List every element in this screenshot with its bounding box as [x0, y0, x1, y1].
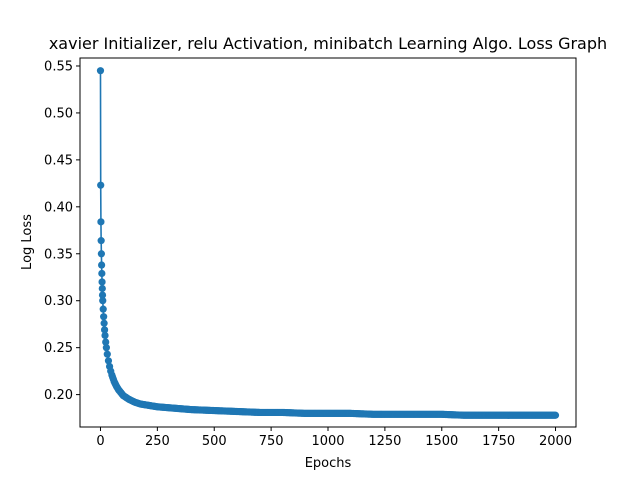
x-tick-label: 1750 [482, 434, 515, 449]
x-axis: 0 250 500 750 1000 1250 1500 1750 2000 [96, 427, 572, 449]
x-tick-label: 750 [259, 434, 284, 449]
x-tick-label: 1000 [311, 434, 344, 449]
loss-point [98, 284, 106, 293]
y-tick-label: 0.45 [44, 153, 73, 168]
x-tick-label: 2000 [539, 434, 572, 449]
loss-point [102, 338, 110, 346]
loss-point [101, 331, 109, 340]
loss-point [99, 305, 107, 313]
y-axis: 0.20 0.25 0.30 0.35 0.40 0.45 0.50 0.55 [44, 59, 80, 403]
loss-point [98, 291, 107, 299]
loss-point [98, 278, 106, 286]
x-axis-title: Epochs [305, 456, 352, 471]
y-axis-title: Log Loss [20, 214, 35, 270]
y-tick-label: 0.20 [44, 388, 73, 403]
loss-point [100, 313, 108, 321]
loss-point [97, 218, 105, 226]
x-tick-label: 1500 [425, 434, 458, 449]
loss-point [102, 344, 110, 352]
loss-point [104, 357, 113, 365]
y-tick-label: 0.35 [44, 247, 73, 262]
loss-point [98, 269, 106, 278]
chart-title: xavier Initializer, relu Activation, min… [49, 34, 607, 53]
x-tick-label: 250 [145, 434, 170, 449]
loss-point [100, 319, 108, 327]
loss-point [103, 350, 111, 358]
y-tick-label: 0.30 [44, 294, 73, 309]
y-tick-label: 0.40 [44, 200, 73, 215]
loss-point [97, 181, 105, 189]
loss-point [96, 67, 105, 75]
y-tick-label: 0.25 [44, 341, 73, 356]
x-tick-label: 1250 [368, 434, 401, 449]
y-tick-label: 0.50 [44, 106, 73, 121]
loss-point [98, 261, 106, 269]
plot-marks [96, 67, 560, 419]
x-tick-label: 500 [202, 434, 227, 449]
loss-point [99, 297, 107, 305]
loss-point-band [109, 373, 559, 419]
loss-point [100, 326, 109, 334]
loss-point [97, 250, 105, 258]
x-tick-label: 0 [96, 434, 104, 449]
loss-point [551, 411, 559, 419]
y-tick-label: 0.55 [44, 59, 73, 74]
loss-point [97, 237, 105, 245]
